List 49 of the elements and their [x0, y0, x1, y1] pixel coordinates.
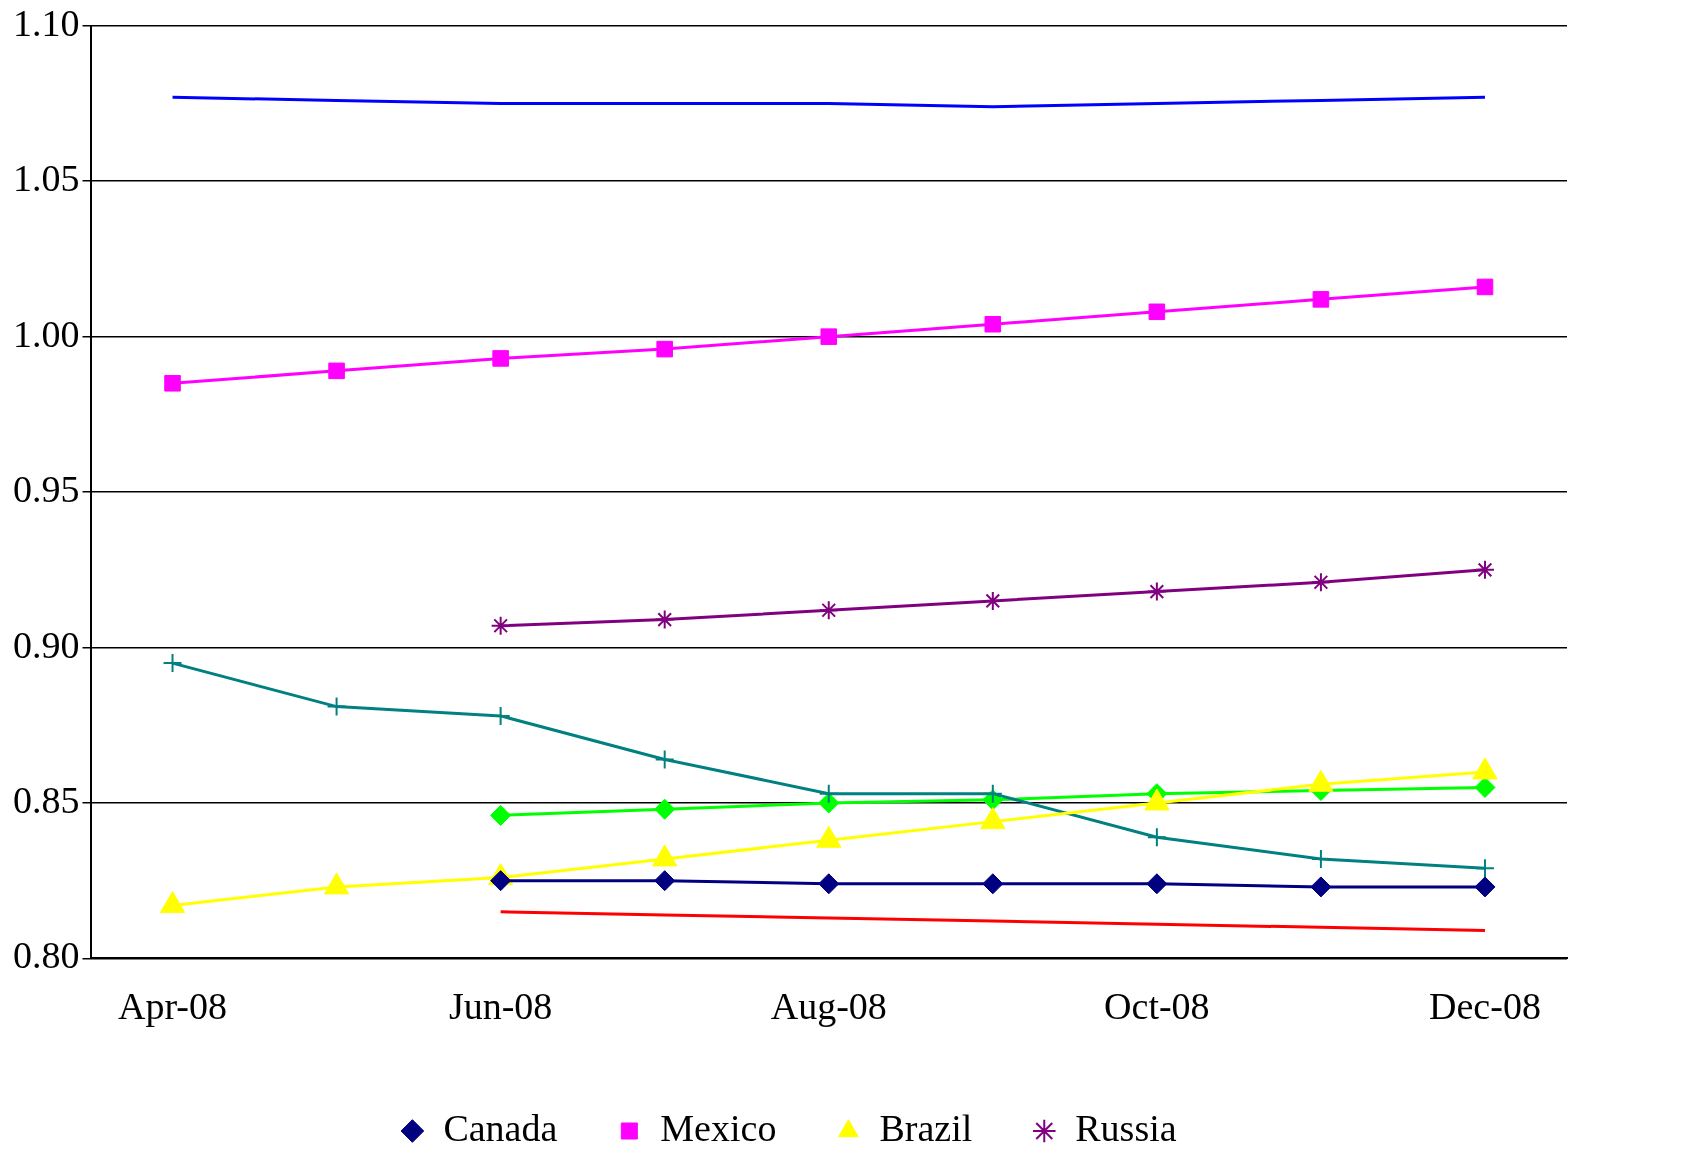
y-tick-label: 0.90 [13, 623, 80, 666]
point [982, 590, 1003, 611]
point [492, 350, 509, 367]
point [654, 609, 675, 630]
y-tick-label: 1.05 [13, 157, 80, 200]
point [820, 328, 838, 345]
y-tick-label: 0.80 [13, 934, 80, 977]
point [490, 615, 511, 636]
point [984, 315, 1002, 333]
point [1310, 876, 1332, 898]
point [654, 870, 676, 892]
point [1474, 559, 1495, 580]
point [818, 792, 840, 814]
legend-label: Brazil [879, 1106, 973, 1149]
legend-label: Mexico [660, 1106, 777, 1149]
y-tick-label: 1.00 [13, 312, 80, 355]
point [1310, 572, 1331, 593]
legend-label: Canada [443, 1106, 558, 1149]
y-tick-label: 0.95 [13, 468, 80, 511]
point [1146, 873, 1168, 895]
y-tick-label: 0.85 [13, 778, 80, 821]
point [982, 873, 1004, 895]
point [818, 600, 839, 621]
x-tick-label: Apr-08 [118, 985, 228, 1028]
x-tick-label: Oct-08 [1104, 985, 1210, 1028]
point [490, 804, 512, 826]
point [490, 870, 512, 892]
point [982, 783, 1003, 804]
point [818, 783, 839, 804]
point [654, 798, 676, 820]
point [1476, 278, 1494, 296]
point [1146, 827, 1167, 848]
legend-label: Russia [1075, 1106, 1177, 1149]
point [656, 340, 673, 358]
x-tick-label: Aug-08 [770, 985, 887, 1028]
point [1312, 291, 1330, 308]
point [818, 873, 840, 895]
point [654, 749, 675, 770]
point [326, 696, 347, 717]
x-tick-label: Dec-08 [1429, 985, 1541, 1028]
point [1148, 303, 1166, 321]
point [328, 362, 345, 380]
point [162, 653, 183, 674]
point [164, 375, 181, 392]
y-tick-label: 1.10 [13, 1, 80, 44]
point [1474, 876, 1496, 898]
point [1474, 858, 1495, 879]
x-tick-label: Jun-08 [448, 985, 553, 1028]
point [1146, 581, 1167, 602]
